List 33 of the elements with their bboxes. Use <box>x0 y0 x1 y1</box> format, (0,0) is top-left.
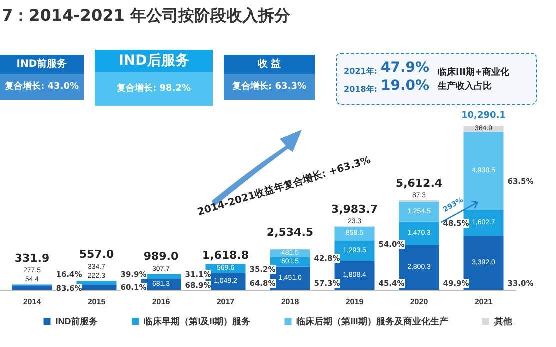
total-label: 1,618.8 <box>201 249 250 262</box>
text: 临床III期+商业化 <box>438 66 510 79</box>
x-tick-label: 2020 <box>410 298 429 306</box>
x-tick-label: 2014 <box>23 298 42 306</box>
total-label: 10,290.1 <box>460 111 507 121</box>
bar <box>12 286 52 290</box>
x-tick-label: 2021 <box>474 298 494 306</box>
total-label: 557.0 <box>78 248 116 262</box>
chart-title: 7：2014-2021 年公司按阶段收入拆分 <box>2 6 290 27</box>
bar <box>334 226 375 241</box>
x-tick-label: 2019 <box>346 298 364 306</box>
bar <box>76 281 117 285</box>
legend-label: 其他 <box>493 316 514 326</box>
text: 生产收入占比 <box>438 80 492 93</box>
legend-label: 临床早期（第I及II期）服务 <box>144 316 251 326</box>
text: 2018年: <box>344 84 378 95</box>
x-tick-label: 2016 <box>152 298 171 306</box>
x-tick-label: 2018 <box>281 298 300 306</box>
legend-label: IND前服务 <box>56 316 98 326</box>
text: 47.9% <box>381 60 430 76</box>
x-tick-label: 2015 <box>88 298 106 306</box>
text: 19.0% <box>381 78 430 94</box>
bar <box>270 250 310 258</box>
total-label: 989.0 <box>142 250 180 264</box>
total-label: 331.9 <box>14 252 51 265</box>
total-label: 3,983.7 <box>330 202 380 216</box>
legend-label: 临床后期（第III期）服务及商业化生产 <box>296 316 448 326</box>
bar <box>399 202 440 222</box>
text: 2021年: <box>344 66 378 77</box>
total-label: 5,612.4 <box>394 176 444 190</box>
bar <box>464 132 504 210</box>
x-tick-label: 2017 <box>216 298 236 306</box>
total-label: 2,534.5 <box>266 226 315 239</box>
